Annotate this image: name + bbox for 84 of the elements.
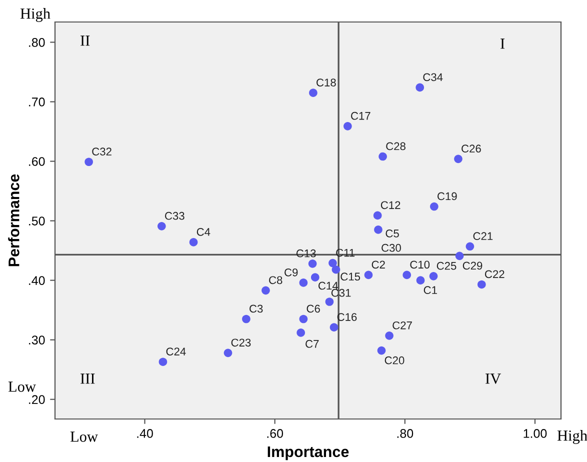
point: [373, 211, 382, 220]
annotation: C25: [436, 262, 456, 270]
text: Low: [70, 432, 98, 442]
point: [242, 314, 250, 324]
annotation: C14: [318, 282, 338, 290]
y-axis-title: Performance: [8, 174, 20, 266]
annotation: C23: [231, 338, 251, 347]
annotation: C28: [386, 142, 406, 150]
annotation: I: [500, 38, 505, 49]
point: [330, 323, 338, 332]
point: [455, 252, 464, 260]
annotation: C32: [92, 148, 112, 156]
point: [308, 259, 317, 268]
y-tick-label: .20: [29, 395, 45, 404]
annotation: C17: [351, 112, 370, 120]
point: [84, 158, 93, 166]
x-tick-label: 1.00: [524, 429, 547, 438]
point: [416, 83, 424, 92]
point: [377, 346, 386, 355]
point: [402, 270, 412, 280]
annotation: C22: [484, 270, 504, 278]
annotation: C27: [392, 321, 412, 330]
point: [328, 258, 337, 268]
point: [325, 298, 334, 306]
y-tick-label: .30: [29, 336, 45, 344]
x-tick-label: .60: [267, 429, 284, 438]
point: [454, 154, 462, 164]
annotation: C6: [306, 304, 320, 313]
point: [310, 273, 320, 282]
point: [378, 152, 387, 161]
point: [157, 222, 166, 230]
x-tick-label: .40: [137, 429, 153, 438]
text: Low: [8, 382, 36, 392]
annotation: C33: [165, 212, 184, 220]
annotation: C30: [382, 244, 401, 252]
point: [224, 348, 232, 358]
y-tick-label: .50: [29, 216, 45, 226]
y-tick-label: .60: [29, 157, 45, 166]
point: [189, 238, 198, 246]
y-tick-label: .80: [29, 38, 45, 47]
annotation: C7: [306, 340, 319, 348]
point: [332, 265, 340, 274]
annotation: C29: [462, 262, 482, 270]
text: High: [557, 430, 587, 444]
annotation: C8: [269, 276, 282, 284]
annotation: C26: [462, 144, 481, 153]
annotation: C24: [166, 348, 186, 356]
annotation: II: [80, 36, 90, 46]
point: [430, 202, 438, 211]
y-tick-label: .40: [29, 276, 45, 285]
annotation: C10: [410, 260, 430, 269]
annotation: C34: [423, 73, 443, 82]
annotation: C5: [386, 230, 399, 238]
point: [416, 276, 425, 284]
point: [158, 358, 168, 366]
annotation: C21: [473, 232, 493, 240]
point: [344, 122, 352, 130]
point: [374, 226, 382, 234]
annotation: C20: [384, 356, 404, 364]
text: High: [20, 8, 50, 22]
point: [385, 332, 394, 340]
point: [466, 242, 474, 251]
annotation: C3: [250, 304, 263, 313]
x-tick-label: .80: [397, 429, 414, 438]
annotation: C12: [380, 201, 400, 210]
annotation: C18: [316, 78, 336, 86]
annotation: C4: [196, 228, 210, 236]
annotation: C9: [284, 268, 298, 276]
annotation: C19: [438, 192, 457, 200]
point: [309, 88, 318, 97]
point: [299, 278, 308, 287]
point: [299, 314, 308, 324]
point: [364, 270, 373, 280]
point: [429, 272, 438, 280]
annotation: C15: [340, 272, 360, 281]
annotation: IV: [486, 374, 501, 384]
y-tick-label: .70: [29, 98, 45, 106]
annotation: III: [80, 374, 95, 384]
point: [262, 286, 270, 295]
point: [477, 280, 486, 289]
annotation: C1: [424, 286, 437, 294]
x-axis-title: Importance: [268, 446, 349, 460]
annotation: C2: [372, 260, 385, 269]
point: [296, 328, 306, 337]
